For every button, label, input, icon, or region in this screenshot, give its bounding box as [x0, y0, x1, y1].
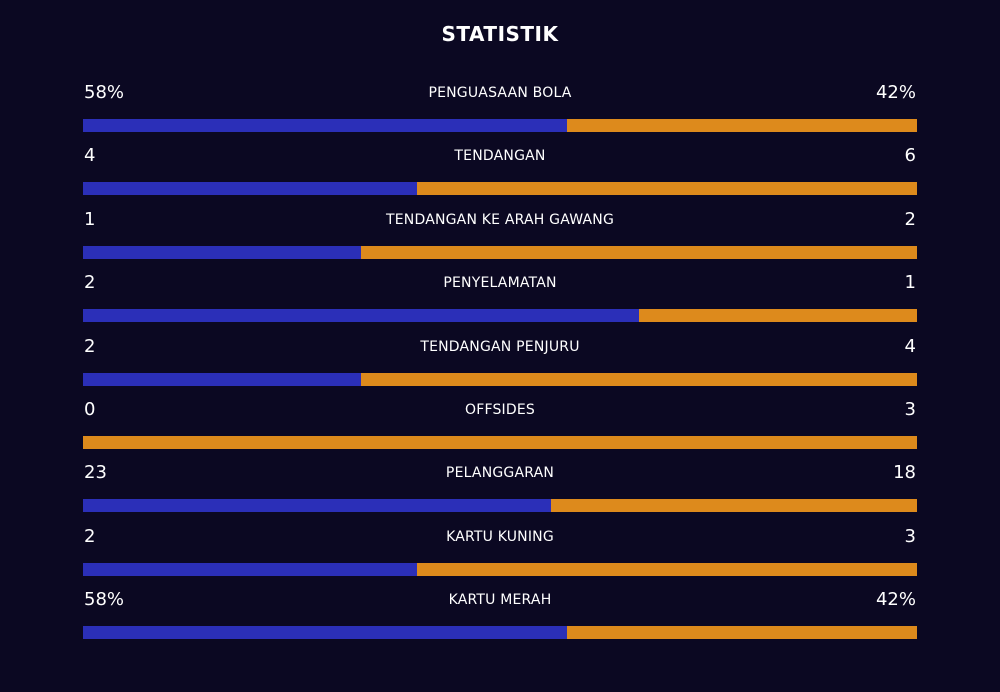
stat-header: KARTU MERAH 58% 42% [83, 587, 917, 613]
stat-row: PENYELAMATAN 2 1 [83, 270, 917, 333]
stat-bar [83, 499, 917, 513]
home-value: 2 [84, 525, 96, 547]
stat-bar [83, 309, 917, 323]
stat-row: TENDANGAN 4 6 [83, 143, 917, 206]
stat-label: PELANGGARAN [445, 465, 555, 482]
home-bar-segment [83, 562, 417, 576]
stat-header: OFFSIDES 0 3 [83, 397, 917, 423]
stat-label: TENDANGAN PENJURU [420, 338, 580, 355]
stat-header: TENDANGAN 4 6 [83, 143, 917, 169]
stat-label: PENYELAMATAN [443, 275, 557, 292]
away-bar-segment [360, 245, 917, 259]
away-bar-segment [360, 372, 917, 386]
home-value: 58% [84, 589, 125, 611]
stat-bar [83, 372, 917, 386]
away-value: 4 [904, 335, 916, 357]
home-bar-segment [83, 372, 361, 386]
away-value: 3 [904, 525, 916, 547]
home-bar-segment [83, 309, 640, 323]
away-bar-segment [416, 562, 917, 576]
stats-list: PENGUASAAN BOLA 58% 42% TENDANGAN 4 6 TENDANGA… [83, 80, 917, 651]
stat-label: TENDANGAN KE ARAH GAWANG [385, 211, 614, 228]
stat-row: TENDANGAN KE ARAH GAWANG 1 2 [83, 207, 917, 270]
stat-bar [83, 119, 917, 132]
away-bar-segment [550, 499, 917, 513]
home-bar-segment [83, 499, 551, 513]
stat-bar [83, 435, 917, 449]
away-value: 42% [875, 589, 916, 611]
page-title: STATISTIK [441, 22, 559, 46]
stat-row: PENGUASAAN BOLA 58% 42% [83, 80, 917, 143]
away-value: 3 [904, 398, 916, 420]
stat-bar [83, 245, 917, 259]
stat-label: OFFSIDES [464, 401, 535, 418]
away-value: 6 [904, 145, 916, 167]
stat-header: PELANGGARAN 23 18 [83, 460, 917, 486]
stat-row: OFFSIDES 0 3 [83, 397, 917, 460]
stat-bar [83, 182, 917, 196]
stat-row: KARTU KUNING 2 3 [83, 524, 917, 587]
stat-row: TENDANGAN PENJURU 2 4 [83, 334, 917, 397]
stat-header: PENGUASAAN BOLA 58% 42% [83, 80, 917, 106]
home-value: 0 [84, 398, 96, 420]
home-value: 2 [84, 335, 96, 357]
away-value: 18 [893, 462, 916, 484]
away-bar-segment [639, 309, 917, 323]
stat-label: KARTU MERAH [448, 592, 552, 609]
home-value: 58% [84, 82, 125, 103]
stat-header: TENDANGAN PENJURU 2 4 [83, 334, 917, 360]
stat-label: KARTU KUNING [446, 528, 554, 545]
home-value: 1 [84, 208, 96, 230]
stat-header: TENDANGAN KE ARAH GAWANG 1 2 [83, 207, 917, 233]
home-value: 4 [84, 145, 96, 167]
stat-header: PENYELAMATAN 2 1 [83, 270, 917, 296]
stat-row: KARTU MERAH 58% 42% [83, 587, 917, 650]
away-bar-segment [566, 626, 917, 640]
stat-label: TENDANGAN [454, 148, 546, 165]
stat-bar [83, 626, 917, 640]
away-bar-segment [83, 435, 917, 449]
home-bar-segment [83, 626, 567, 640]
away-value: 2 [904, 208, 916, 230]
away-value: 1 [904, 272, 916, 294]
home-bar-segment [83, 182, 417, 196]
stat-row: PELANGGARAN 23 18 [83, 460, 917, 523]
away-bar-segment [416, 182, 917, 196]
stat-header: KARTU KUNING 2 3 [83, 524, 917, 550]
stat-label: PENGUASAAN BOLA [428, 85, 572, 101]
stat-bar [83, 562, 917, 576]
away-bar-segment [566, 119, 917, 132]
away-value: 42% [875, 82, 916, 103]
home-bar-segment [83, 119, 567, 132]
home-value: 23 [84, 462, 107, 484]
home-value: 2 [84, 272, 96, 294]
home-bar-segment [83, 245, 361, 259]
